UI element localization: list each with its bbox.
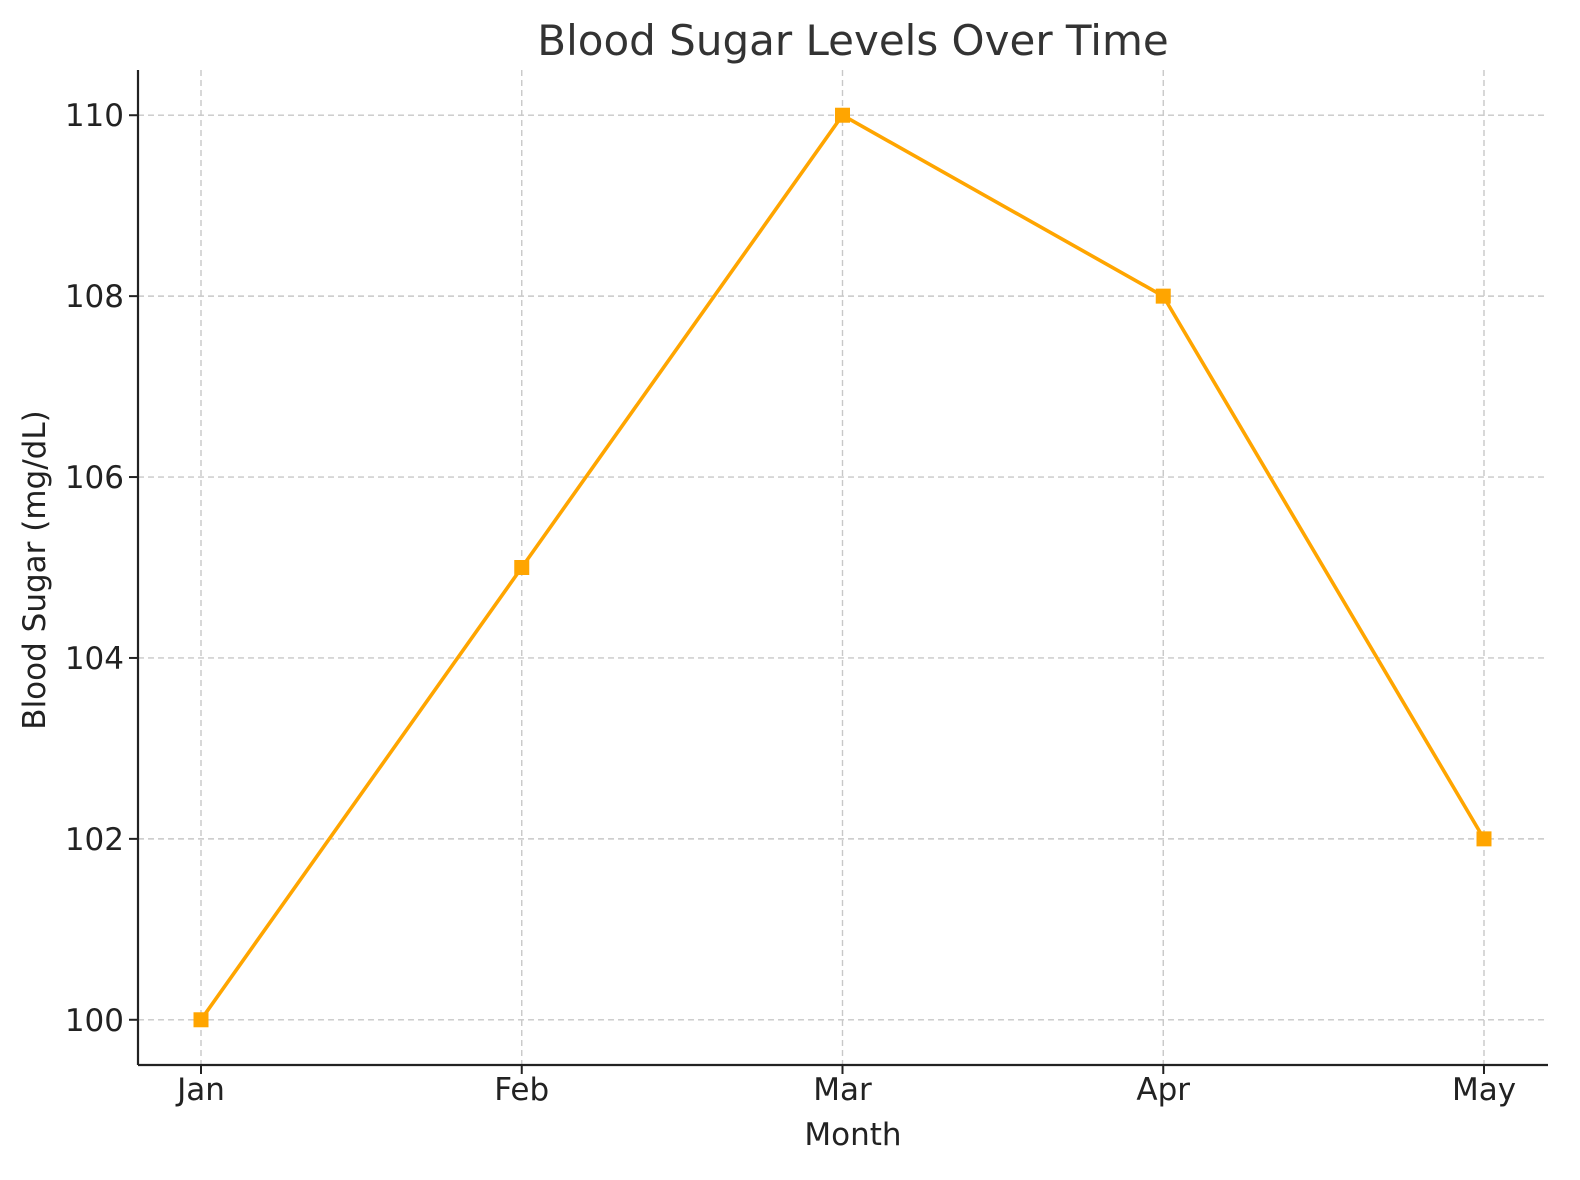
x-tick-label: May bbox=[1452, 1072, 1516, 1108]
x-tick-label: Mar bbox=[813, 1072, 872, 1108]
x-tick-label: Feb bbox=[494, 1072, 549, 1108]
x-axis-label: Month bbox=[804, 1117, 901, 1153]
data-point-marker bbox=[835, 107, 850, 123]
y-tick-label: 110 bbox=[65, 98, 124, 134]
data-point-marker bbox=[1155, 288, 1171, 304]
data-point-marker bbox=[1476, 831, 1492, 847]
grid bbox=[138, 70, 1548, 1065]
data-point-marker bbox=[514, 560, 530, 575]
axes bbox=[129, 70, 1548, 1074]
series bbox=[193, 107, 1492, 1028]
x-tick-label: Jan bbox=[175, 1072, 225, 1108]
y-tick-label: 102 bbox=[65, 822, 124, 858]
y-tick-label: 106 bbox=[65, 460, 124, 496]
chart-title: Blood Sugar Levels Over Time bbox=[537, 16, 1168, 65]
data-point-marker bbox=[193, 1012, 209, 1028]
y-tick-label: 108 bbox=[65, 279, 124, 315]
x-tick-label: Apr bbox=[1136, 1072, 1190, 1108]
y-tick-label: 104 bbox=[65, 641, 124, 677]
tick-labels: 100 102 104 106 108 110 Jan Feb Mar Apr May bbox=[65, 98, 1516, 1108]
y-tick-label: 100 bbox=[65, 1003, 124, 1039]
y-axis-label: Blood Sugar (mg/dL) bbox=[17, 410, 53, 729]
